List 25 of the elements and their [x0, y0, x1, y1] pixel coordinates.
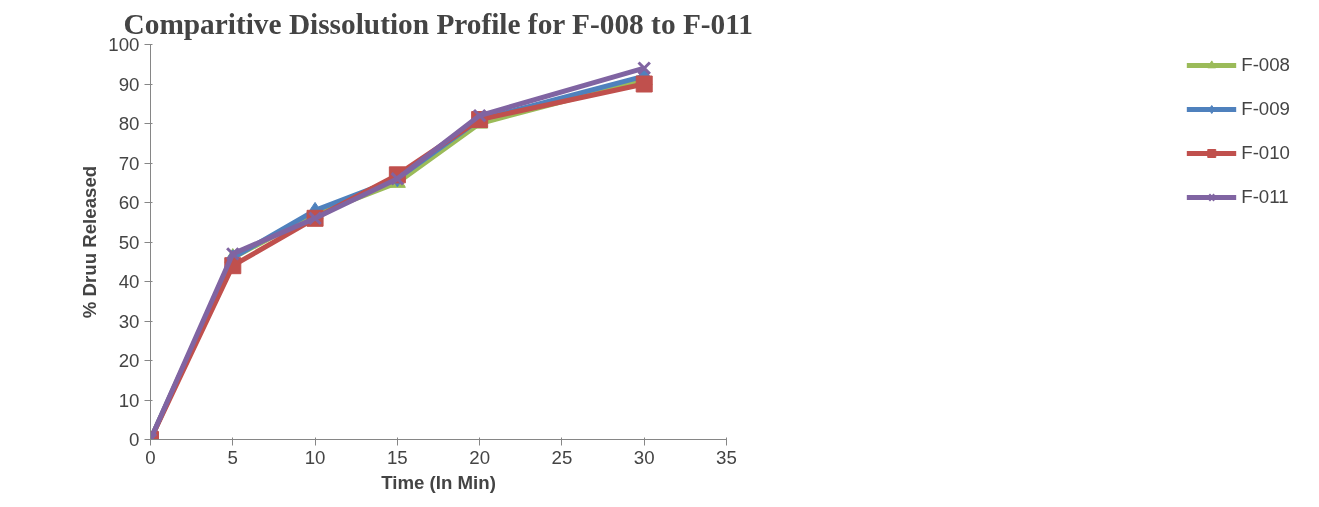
x-axis-title: Time (In Min)	[381, 471, 496, 493]
y-tick-label: 90	[118, 73, 140, 95]
y-tick-label: 20	[118, 350, 140, 371]
y-tick-label: 60	[118, 192, 140, 213]
x-tick-label: 35	[716, 446, 737, 468]
x-tick-label: 20	[469, 446, 491, 468]
y-tick-label: 30	[118, 310, 140, 332]
y-tick-label: 70	[118, 152, 140, 174]
x-tick-label: 15	[386, 446, 408, 468]
y-tick-label: 100	[108, 34, 140, 55]
x-tick-label: 25	[551, 446, 573, 468]
legend-label: F-008	[1241, 54, 1290, 76]
y-tick-label: 50	[118, 231, 140, 253]
legend-label: F-010	[1241, 142, 1290, 164]
x-tick-label: 5	[227, 446, 238, 468]
y-tick-label: 10	[118, 389, 140, 411]
x-tick-label: 0	[145, 446, 156, 468]
y-tick-label: 0	[129, 429, 140, 450]
legend-label: F-009	[1241, 98, 1290, 120]
legend-label: F-011	[1241, 186, 1289, 208]
y-tick-label: 80	[118, 113, 140, 134]
x-tick-label: 10	[304, 446, 326, 468]
x-tick-label: 30	[633, 446, 655, 468]
y-tick-label: 40	[118, 271, 140, 292]
y-axis-title: % Druu Released	[79, 165, 101, 319]
